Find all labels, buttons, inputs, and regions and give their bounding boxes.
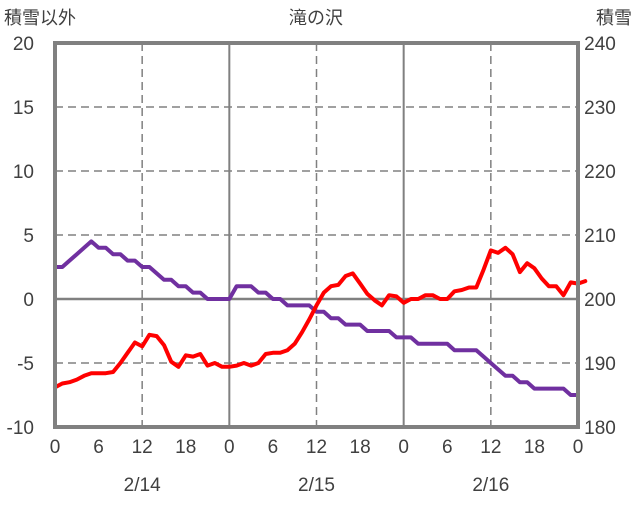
- temperature-line: [53, 245, 588, 390]
- right-tick-label: 240: [584, 34, 616, 55]
- right-tick-label: 230: [584, 98, 616, 119]
- left-tick-label: -5: [17, 354, 34, 375]
- x-tick-label: 18: [175, 437, 196, 458]
- chart-title: 滝の沢: [289, 8, 343, 28]
- left-tick-label: -10: [7, 418, 34, 439]
- x-tick-label: 18: [524, 437, 545, 458]
- right-tick-label: 220: [584, 162, 616, 183]
- x-tick-label: 12: [132, 437, 153, 458]
- date-label: 2/16: [472, 475, 509, 496]
- left-tick-label: 0: [23, 290, 34, 311]
- x-tick-label: 12: [480, 437, 501, 458]
- date-label: 2/14: [124, 475, 161, 496]
- left-tick-label: 15: [13, 98, 34, 119]
- right-tick-label: 180: [584, 418, 616, 439]
- x-tick-label: 0: [573, 437, 584, 458]
- x-tick-label: 12: [306, 437, 327, 458]
- x-tick-label: 18: [350, 437, 371, 458]
- axis-labels: 積雪以外 滝の沢 積雪 20 15 10 5 0 -5 -10 240 230 220 210 200…: [4, 8, 632, 496]
- x-tick-label: 6: [93, 437, 104, 458]
- left-tick-label: 5: [23, 226, 34, 247]
- x-tick-label: 6: [442, 437, 453, 458]
- right-tick-label: 210: [584, 226, 616, 247]
- left-axis-title: 積雪以外: [4, 8, 76, 28]
- right-tick-label: 200: [584, 290, 616, 311]
- left-tick-label: 20: [13, 34, 34, 55]
- left-tick-label: 10: [13, 162, 34, 183]
- date-label: 2/15: [298, 475, 335, 496]
- right-axis-title: 積雪: [596, 8, 632, 28]
- x-tick-label: 6: [268, 437, 279, 458]
- snow-depth-line: [53, 239, 580, 397]
- x-tick-label: 0: [398, 437, 409, 458]
- series-group: [53, 239, 588, 397]
- right-tick-label: 190: [584, 354, 616, 375]
- x-tick-label: 0: [50, 437, 61, 458]
- x-tick-label: 0: [224, 437, 235, 458]
- plot-frame: [53, 41, 580, 429]
